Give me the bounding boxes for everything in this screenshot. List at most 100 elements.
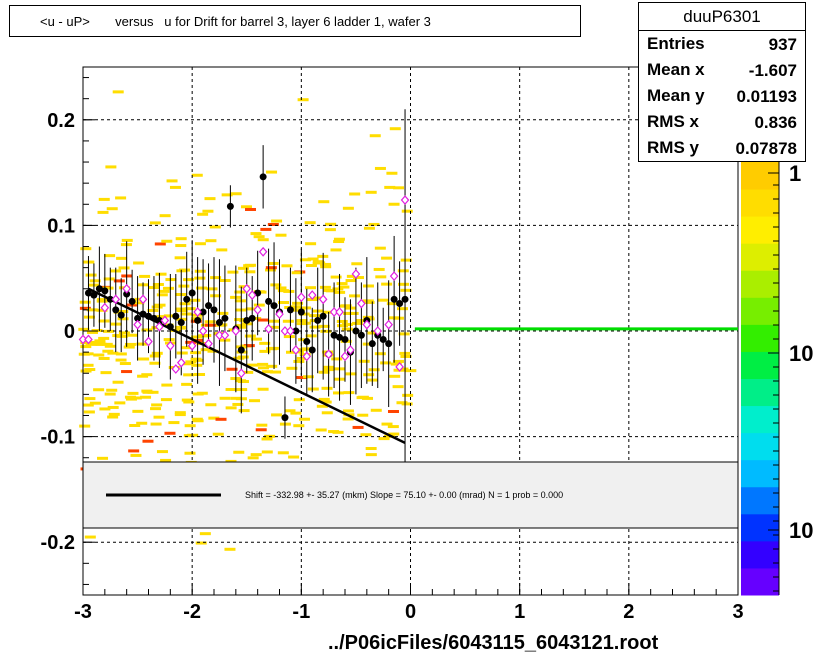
density-cell: [97, 210, 109, 214]
colorbar-tick-label: 10: [789, 518, 813, 543]
density-cell: [101, 342, 113, 346]
density-cell: [387, 425, 399, 429]
stats-value: 0.07878: [735, 139, 797, 158]
color-band: [741, 351, 779, 379]
density-cell: [281, 264, 293, 268]
density-cell: [235, 325, 247, 329]
density-cell: [181, 398, 193, 402]
density-cell: [151, 305, 163, 309]
density-cell: [119, 362, 131, 366]
x-tick-label: 3: [732, 601, 743, 623]
stats-row-rms-x: RMS x 0.836: [639, 109, 805, 135]
density-cell: [180, 312, 192, 316]
density-cell: [305, 286, 317, 290]
density-cell: [127, 391, 139, 395]
density-cell: [227, 270, 239, 274]
density-cell: [181, 382, 193, 386]
density-cell: [84, 397, 96, 401]
stats-row-mean-x: Mean x -1.607: [639, 57, 805, 83]
density-cell: [373, 267, 385, 271]
density-cell: [401, 209, 413, 213]
density-cell: [298, 312, 310, 316]
data-point-open: [318, 294, 328, 305]
density-cell: [200, 334, 212, 338]
density-cell: [226, 367, 238, 371]
data-point-filled: [330, 331, 338, 339]
color-band: [741, 297, 779, 325]
density-cell: [225, 406, 237, 410]
density-cell: [392, 316, 404, 320]
density-cell: [365, 447, 377, 451]
density-cell: [238, 409, 250, 413]
density-cell: [389, 374, 401, 378]
density-cell: [266, 347, 278, 351]
density-cell: [107, 405, 119, 409]
density-cell: [349, 192, 361, 196]
density-cell: [196, 286, 208, 290]
density-cell: [384, 185, 396, 189]
density-cell: [261, 437, 273, 441]
density-cell: [140, 395, 152, 399]
color-band: [741, 432, 779, 461]
density-cell: [309, 325, 321, 329]
data-point-filled: [292, 327, 300, 335]
density-cell: [405, 369, 417, 373]
density-cell: [129, 424, 141, 428]
density-cell: [341, 323, 353, 327]
density-cell: [353, 276, 365, 280]
density-cell: [98, 319, 110, 323]
y-tick-label: -0.1: [41, 427, 75, 449]
density-cell: [343, 391, 355, 395]
density-cell: [309, 314, 321, 318]
density-cell: [267, 325, 279, 329]
data-point-filled: [117, 311, 125, 319]
density-cell: [398, 332, 410, 336]
density-cell: [393, 186, 405, 190]
density-cell: [342, 409, 354, 413]
stats-box: duuP6301 Entries 937 Mean x -1.607 Mean …: [638, 2, 806, 162]
stats-key: RMS x: [647, 112, 699, 131]
density-cell: [315, 428, 327, 432]
density-cell: [261, 450, 273, 454]
density-cell: [221, 193, 233, 197]
density-cell: [249, 399, 261, 403]
density-cell: [124, 395, 136, 399]
density-cell: [257, 366, 269, 370]
density-cell: [363, 373, 375, 377]
density-cell: [374, 166, 386, 170]
color-band: [741, 243, 779, 271]
density-cell: [336, 282, 348, 286]
density-cell: [318, 370, 330, 374]
density-cell: [299, 258, 311, 262]
data-point-filled: [95, 285, 103, 293]
density-cell: [293, 424, 305, 428]
density-cell: [275, 286, 287, 290]
x-tick-label: 0: [405, 601, 416, 623]
density-cell: [115, 352, 127, 356]
density-cell: [246, 363, 258, 367]
density-cell: [381, 256, 393, 260]
density-cell: [400, 354, 412, 358]
stats-key: Mean y: [647, 86, 705, 105]
density-cell: [345, 279, 357, 283]
x-tick-label: 2: [623, 601, 634, 623]
data-point-open: [335, 307, 344, 317]
density-cell: [288, 455, 300, 459]
density-cell: [270, 370, 282, 374]
density-cell: [95, 342, 107, 346]
density-cell: [191, 363, 203, 367]
density-cell: [114, 401, 126, 405]
density-cell: [175, 244, 187, 248]
data-point-filled: [188, 289, 196, 297]
density-cell: [103, 277, 115, 281]
density-cell: [184, 424, 196, 428]
density-cell: [199, 532, 211, 536]
density-cell: [185, 340, 197, 344]
density-cell: [330, 248, 342, 252]
density-cell: [333, 237, 345, 241]
density-cell: [389, 127, 401, 131]
data-point-open: [253, 304, 262, 315]
density-cell: [349, 294, 361, 298]
density-cell: [358, 359, 370, 363]
density-cell: [299, 321, 311, 325]
